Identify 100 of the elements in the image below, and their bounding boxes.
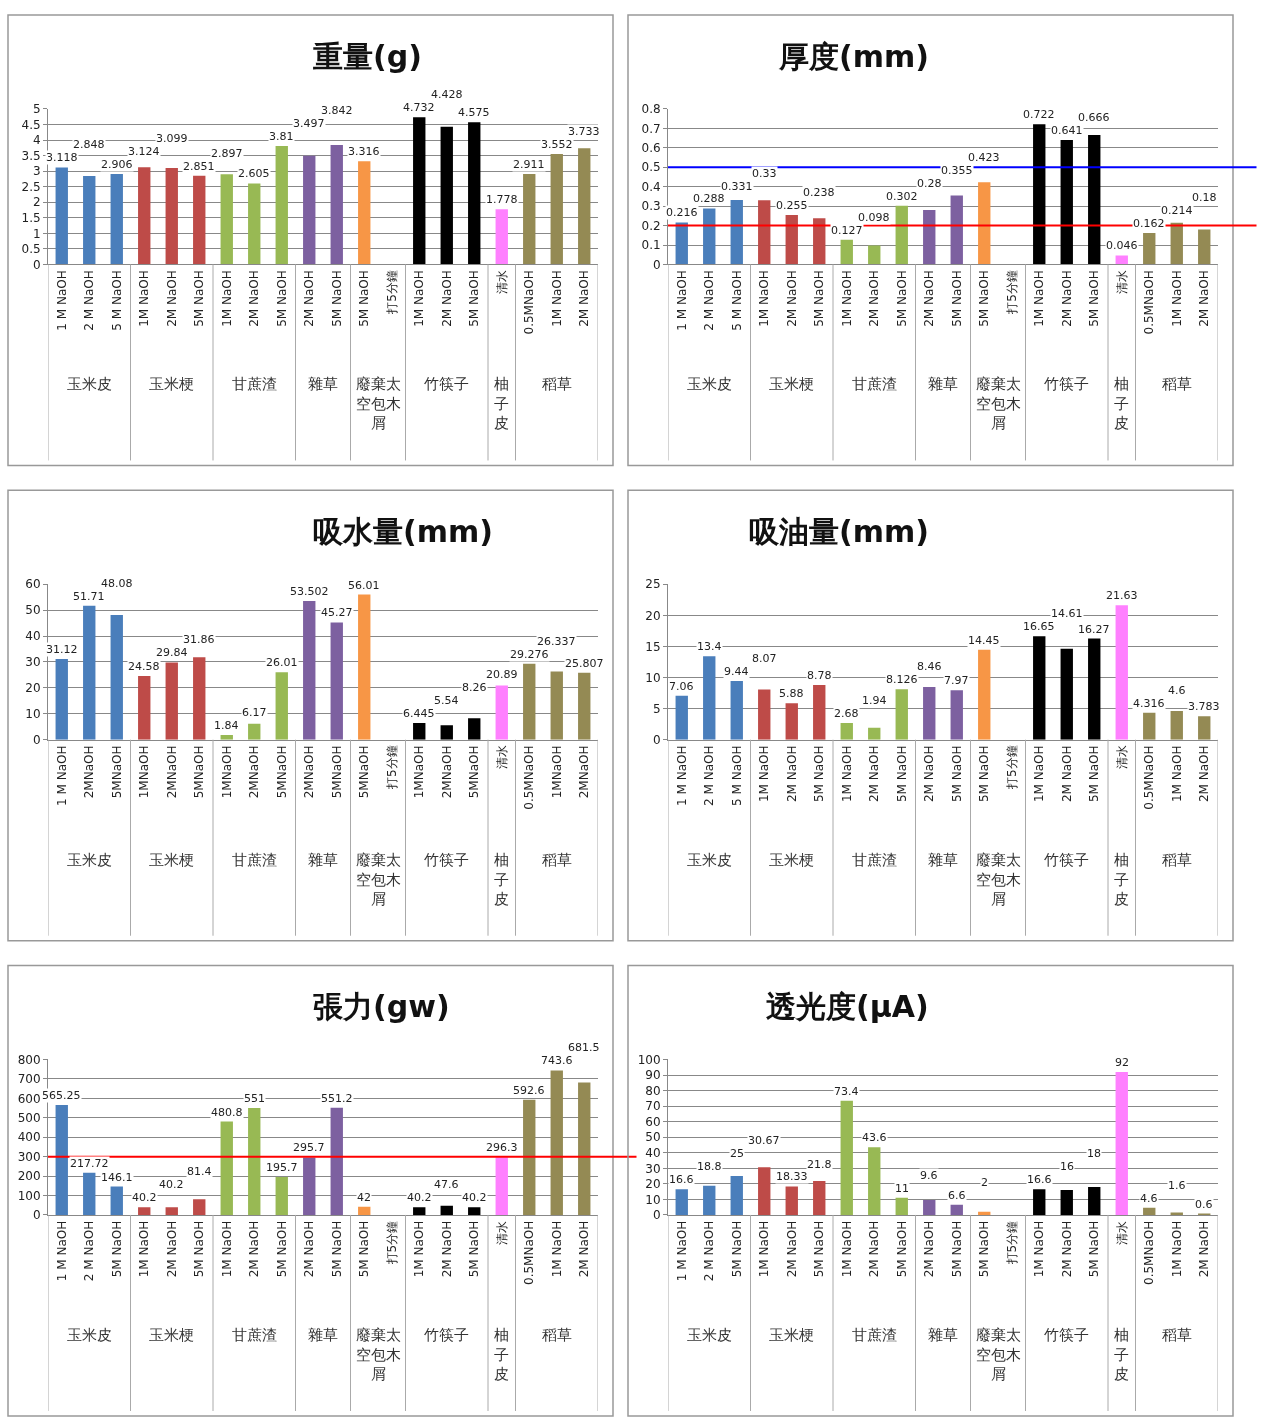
text: 廢棄太空包木屑 <box>976 1326 1021 1383</box>
data-label: 14.61 <box>1051 607 1083 620</box>
bar <box>1198 716 1211 740</box>
bar <box>675 222 688 265</box>
text: 雜草 <box>928 1326 958 1344</box>
x-tick-label: 5MNaOH <box>109 745 124 799</box>
data-label: 3.783 <box>1188 700 1220 713</box>
y-tick-label: 1 <box>32 226 41 241</box>
data-label: 480.8 <box>211 1106 243 1119</box>
data-label: 4.732 <box>403 101 435 114</box>
x-tick-label: 1M NaOH <box>757 270 772 327</box>
bar <box>578 1082 591 1215</box>
bar <box>468 122 481 265</box>
bar <box>813 218 826 265</box>
data-label: 2.906 <box>101 158 133 171</box>
bar <box>950 1204 963 1215</box>
y-tick-label: 0.8 <box>641 102 661 117</box>
x-tick-label: 2 M NaOH <box>702 745 717 806</box>
x-tick-label: 1MNaOH <box>137 745 152 799</box>
text: 柚子皮 <box>494 851 509 908</box>
y-tick-label: 90 <box>645 1068 661 1083</box>
y-tick-label: 500 <box>17 1110 41 1125</box>
data-label: 565.25 <box>42 1089 81 1102</box>
bar <box>1033 124 1046 265</box>
data-label: 0.33 <box>752 167 777 180</box>
bar <box>330 622 343 740</box>
x-tick-label: 2M NaOH <box>302 1220 317 1278</box>
data-label: 1.84 <box>214 719 239 732</box>
data-label: 16.6 <box>669 1173 694 1186</box>
bar <box>703 208 716 265</box>
y-tick-label: 2.5 <box>21 179 41 194</box>
x-tick-label: 1M NaOH <box>757 1220 772 1278</box>
text: 玉米皮 <box>67 851 112 869</box>
text: 竹筷子 <box>424 1326 469 1344</box>
y-tick-label: 0 <box>652 732 661 747</box>
bar <box>495 685 508 740</box>
bar <box>248 183 261 265</box>
bar <box>550 671 563 740</box>
x-tick-label: 2M NaOH <box>922 1220 937 1278</box>
x-tick-label: 0.5MNaOH <box>522 1220 537 1285</box>
bar <box>758 200 771 265</box>
bar <box>495 209 508 265</box>
bar <box>1198 229 1211 265</box>
data-label: 3.099 <box>156 132 188 145</box>
x-tick-label: 5M NaOH <box>274 270 289 327</box>
data-label: 47.6 <box>434 1178 459 1191</box>
x-tick-label: 5M NaOH <box>357 1220 372 1278</box>
x-tick-label: 2M NaOH <box>784 270 799 327</box>
x-tick-label: 5MNaOH <box>192 745 207 799</box>
y-tick-label: 0 <box>32 1208 41 1223</box>
x-tick-label: 5MNaOH <box>357 745 372 799</box>
data-label: 0.18 <box>1192 191 1217 204</box>
data-label: 6.445 <box>403 707 435 720</box>
data-label: 42 <box>357 1191 371 1204</box>
text: 柚子皮 <box>494 375 509 432</box>
y-tick-label: 20 <box>25 681 41 696</box>
y-tick-label: 2 <box>32 195 41 210</box>
text: 稻草 <box>542 375 572 393</box>
data-label: 24.58 <box>128 660 160 673</box>
text: 甘蔗渣 <box>232 375 277 393</box>
y-tick-label: 4.5 <box>21 117 41 132</box>
y-tick-label: 0.7 <box>641 121 661 136</box>
bar <box>785 703 798 740</box>
bar <box>1033 1189 1046 1215</box>
data-label: 20.89 <box>486 668 518 681</box>
x-tick-label: 1M NaOH <box>219 270 234 327</box>
x-tick-label: 清水 <box>1114 745 1129 770</box>
bar <box>110 174 123 265</box>
x-tick-label: 打5分鐘 <box>1004 1220 1019 1266</box>
data-label: 9.44 <box>724 665 749 678</box>
y-tick-label: 1.5 <box>21 210 41 225</box>
y-tick-label: 4 <box>32 133 41 148</box>
data-label: 25 <box>730 1147 744 1160</box>
x-tick-label: 5M NaOH <box>329 1220 344 1278</box>
data-label: 3.316 <box>348 145 380 158</box>
bar <box>1170 1212 1183 1215</box>
data-label: 0.423 <box>968 151 1000 164</box>
y-tick-label: 100 <box>637 1052 661 1067</box>
x-tick-label: 打5分鐘 <box>384 1220 399 1266</box>
bar <box>1143 1207 1156 1215</box>
y-tick-label: 0.5 <box>21 242 41 257</box>
bar <box>1033 636 1046 740</box>
bar <box>813 685 826 740</box>
x-tick-label: 2MNaOH <box>247 745 262 799</box>
bar <box>165 1207 178 1215</box>
data-label: 43.6 <box>862 1131 887 1144</box>
bar <box>138 676 151 740</box>
x-tick-label: 2MNaOH <box>577 745 592 799</box>
data-label: 0.162 <box>1133 217 1165 230</box>
data-label: 45.27 <box>321 606 353 619</box>
text: 甘蔗渣 <box>852 851 897 869</box>
bar <box>440 725 453 740</box>
x-tick-label: 打5分鐘 <box>384 745 399 791</box>
x-tick-label: 1 M NaOH <box>674 745 689 806</box>
bar <box>978 1211 991 1215</box>
x-tick-label: 2 M NaOH <box>82 1220 97 1282</box>
bar <box>1060 648 1073 740</box>
text: 玉米皮 <box>67 375 112 393</box>
y-tick-label: 60 <box>645 1114 661 1129</box>
bar <box>358 1206 371 1215</box>
